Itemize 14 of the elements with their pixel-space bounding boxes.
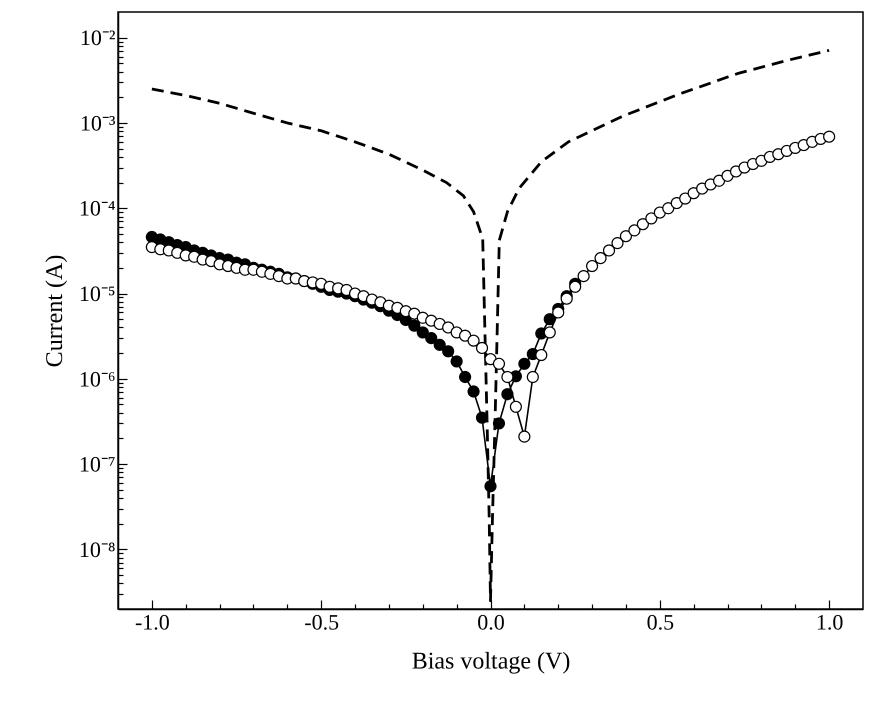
y-tick-label: 10⁻³ <box>80 110 116 136</box>
y-tick-label: 10⁻⁶ <box>78 366 116 392</box>
x-axis-title: Bias voltage (V) <box>412 648 570 674</box>
x-tick-label: -1.0 <box>134 610 170 634</box>
y-tick-label: 10⁻² <box>80 25 116 50</box>
y-tick-label: 10⁻⁷ <box>78 452 116 477</box>
y-tick-label: 10⁻⁵ <box>78 281 116 306</box>
y-axis-title: Current (A) <box>42 254 68 368</box>
y-tick-label: 10⁻⁸ <box>78 536 116 562</box>
x-tick-label: 1.0 <box>816 610 844 634</box>
x-tick-label: -0.5 <box>304 610 340 634</box>
x-tick-label: 0.5 <box>646 610 674 634</box>
y-tick-label: 10⁻⁴ <box>78 196 116 221</box>
x-tick-label: 0.0 <box>477 610 505 634</box>
